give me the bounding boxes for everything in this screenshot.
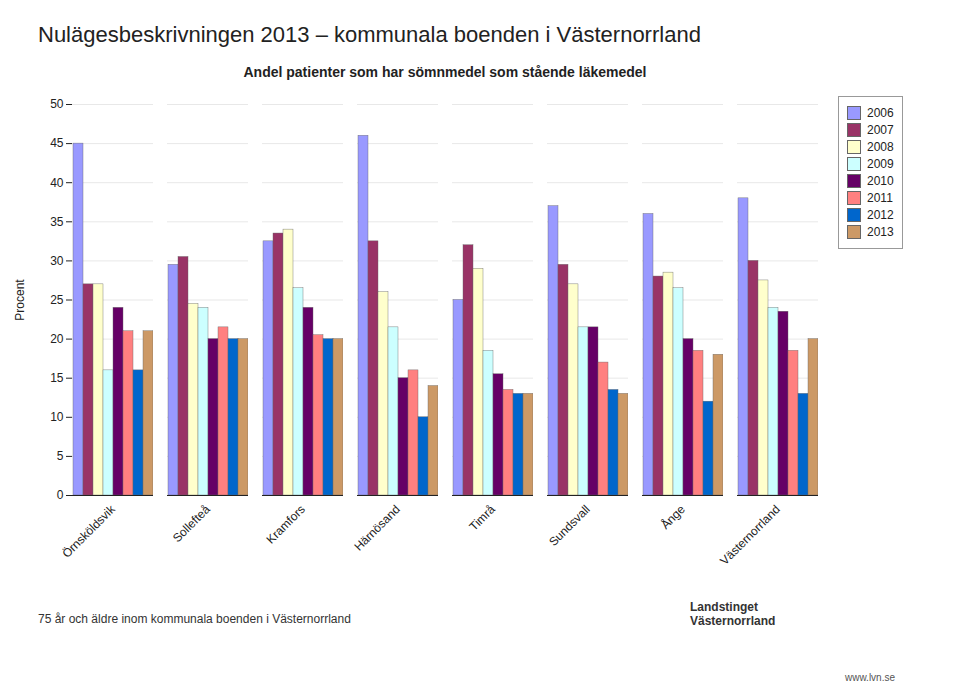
svg-text:Örnsköldsvik: Örnsköldsvik xyxy=(59,502,118,561)
svg-text:Härnösand: Härnösand xyxy=(351,502,402,553)
html-text:2007: 2007 xyxy=(867,123,894,137)
svg-text:35: 35 xyxy=(50,215,64,229)
svg-text:Ånge: Ånge xyxy=(657,501,688,532)
svg-text:Timrå: Timrå xyxy=(467,502,498,533)
html-text:2011: 2011 xyxy=(867,191,893,205)
svg-text:20: 20 xyxy=(50,332,64,346)
html-text:www.lvn.se: www.lvn.se xyxy=(845,672,895,683)
svg-text:10: 10 xyxy=(50,410,64,424)
svg-text:Västernorrland: Västernorrland xyxy=(717,502,783,568)
html-text:2012: 2012 xyxy=(867,208,894,222)
svg-text:45: 45 xyxy=(50,136,64,150)
html-text:2009: 2009 xyxy=(867,157,894,171)
html-text:2006: 2006 xyxy=(867,106,894,120)
svg-text:Sollefteå: Sollefteå xyxy=(170,502,213,545)
svg-text:Sundsvall: Sundsvall xyxy=(546,502,593,549)
svg-text:50: 50 xyxy=(50,97,64,111)
html-text:Nulägesbeskrivningen 2013 – ko: Nulägesbeskrivningen 2013 – kommunala bo… xyxy=(38,22,701,47)
svg-text:Kramfors: Kramfors xyxy=(264,502,308,546)
svg-text:5: 5 xyxy=(57,449,64,463)
svg-text:Procent: Procent xyxy=(13,279,27,321)
html-text:2013: 2013 xyxy=(867,225,894,239)
html-text:Landstinget Västernorrland: Landstinget Västernorrland xyxy=(690,600,776,628)
html-text:Andel patienter som har sömnme: Andel patienter som har sömnmedel som st… xyxy=(243,64,647,80)
html-text:2008: 2008 xyxy=(867,140,894,154)
html-text:75 år och äldre inom kommunala: 75 år och äldre inom kommunala boenden i… xyxy=(38,612,351,626)
svg-text:25: 25 xyxy=(50,293,64,307)
svg-text:40: 40 xyxy=(50,176,64,190)
html-text:2010: 2010 xyxy=(867,174,894,188)
svg-text:0: 0 xyxy=(57,488,64,502)
svg-text:30: 30 xyxy=(50,254,64,268)
svg-text:15: 15 xyxy=(50,371,64,385)
